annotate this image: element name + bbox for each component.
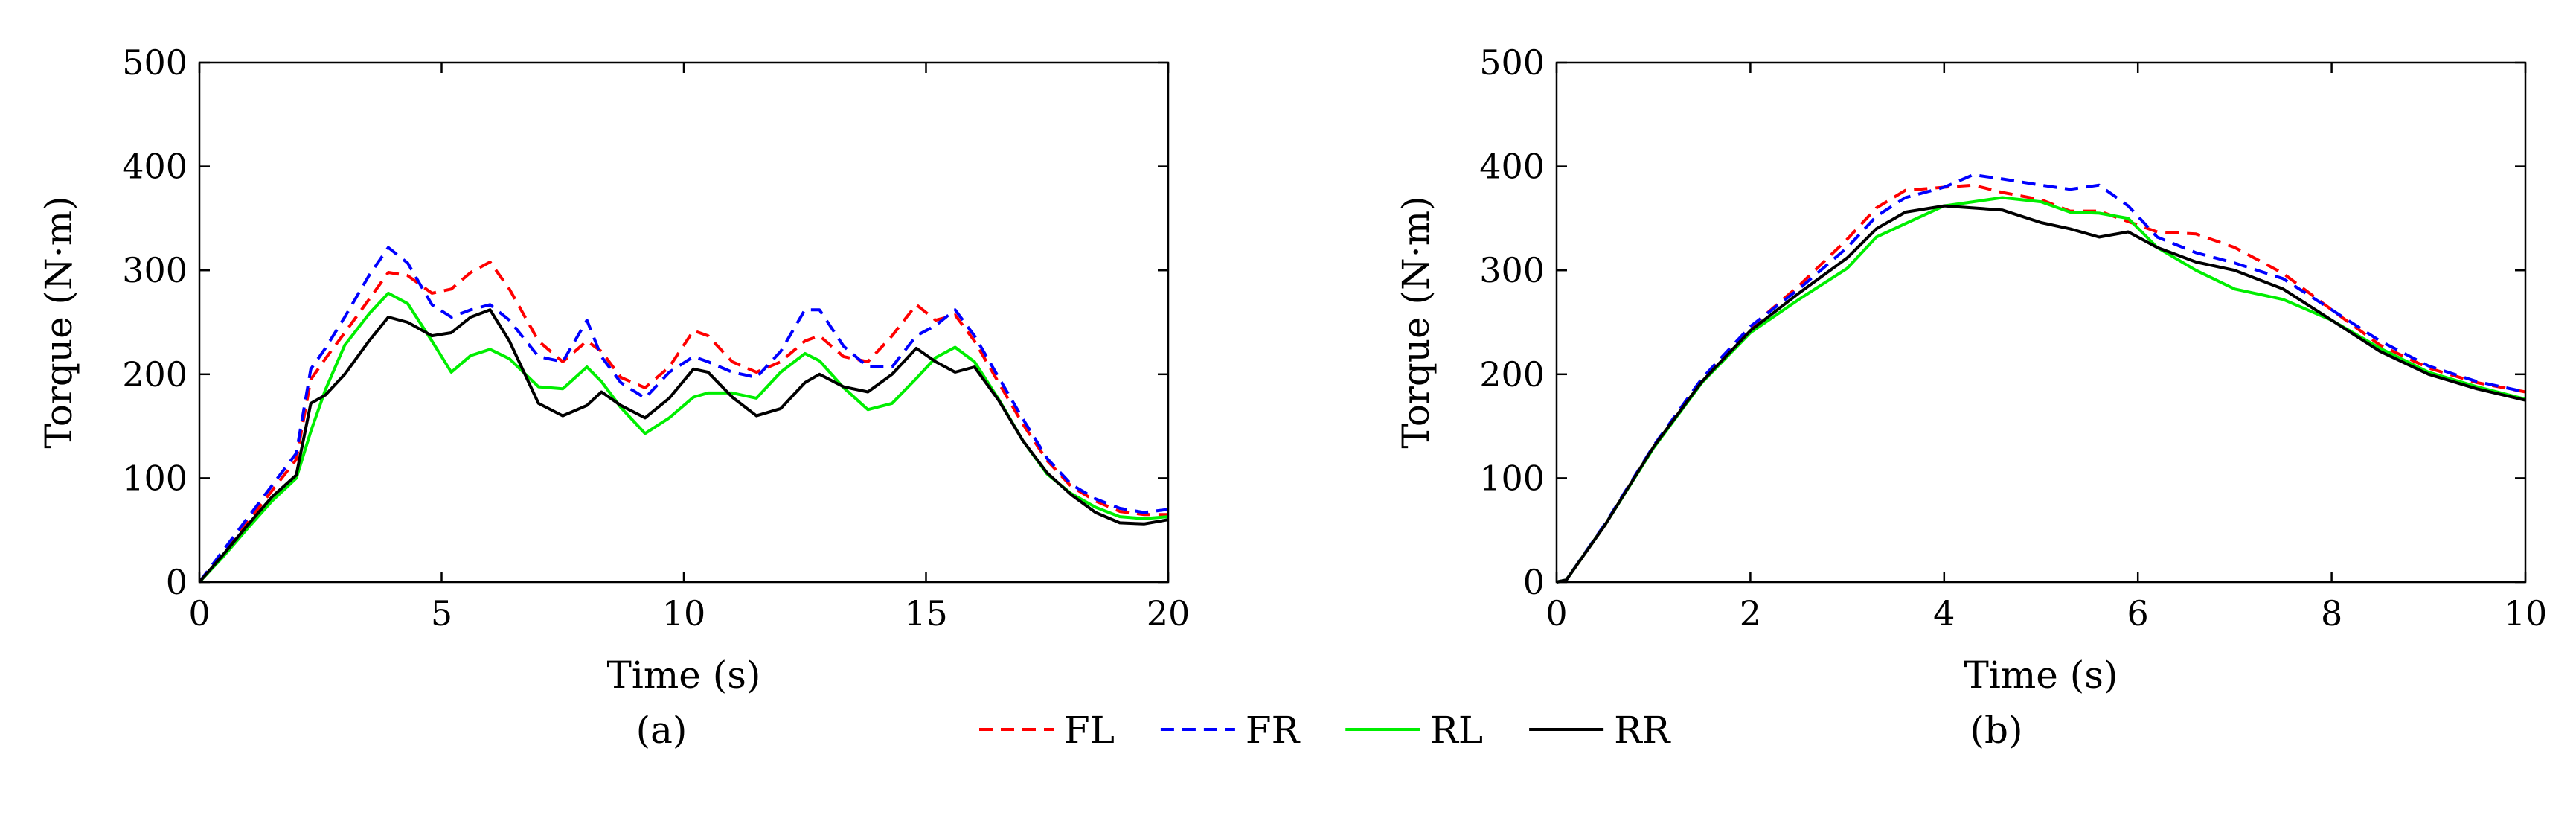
y-tick-label: 100 (1479, 458, 1545, 498)
series-line-rl (198, 291, 1169, 584)
series-line-rl (1556, 196, 2526, 584)
x-tick-label: 10 (2504, 593, 2548, 633)
y-tick-label: 300 (1479, 250, 1545, 290)
x-tick-label: 8 (2321, 593, 2342, 633)
x-tick-label: 2 (1740, 593, 1761, 633)
legend-label: RL (1430, 709, 1483, 752)
x-tick-label: 6 (2127, 593, 2149, 633)
legend-entry-rr: RR (1529, 709, 1671, 752)
y-tick-label: 300 (122, 250, 188, 290)
series-line-fr (1556, 173, 2526, 584)
y-tick-label: 0 (1523, 562, 1545, 602)
y-tick-label: 200 (1479, 354, 1545, 395)
x-axis-label: Time (s) (1964, 654, 2118, 697)
legend-entry-fl: FL (979, 709, 1115, 752)
panel-label: (a) (636, 709, 688, 752)
plot-frame (1555, 61, 2527, 584)
y-tick-label: 100 (122, 458, 188, 498)
series-line-rr (1556, 204, 2526, 584)
x-tick-label: 20 (1147, 593, 1191, 633)
y-axis-label: Torque (N·m) (37, 196, 80, 448)
series-line-fr (198, 246, 1169, 584)
panel-label: (b) (1970, 709, 2022, 752)
x-tick-label: 10 (662, 593, 706, 633)
x-tick-label: 4 (1933, 593, 1955, 633)
legend-label: FL (1064, 709, 1115, 752)
series-line-fl (198, 261, 1168, 584)
x-axis-label: Time (s) (607, 654, 761, 697)
y-tick-label: 400 (122, 147, 188, 187)
x-tick-label: 0 (1545, 593, 1567, 633)
y-axis-label: Torque (N·m) (1394, 196, 1438, 448)
legend-entry-rl: RL (1345, 709, 1483, 752)
legend-entry-fr: FR (1160, 709, 1301, 752)
y-tick-label: 500 (122, 42, 188, 83)
y-tick-label: 0 (166, 562, 188, 602)
x-tick-label: 0 (188, 593, 210, 633)
series-line-rr (198, 308, 1169, 584)
y-tick-label: 400 (1479, 147, 1545, 187)
legend: FL FR RL RR (979, 709, 1671, 752)
plot-frame (198, 61, 1170, 584)
series-group (1556, 173, 2526, 584)
x-tick-label: 15 (904, 593, 948, 633)
x-tick-label: 5 (431, 593, 452, 633)
y-tick-label: 500 (1479, 42, 1545, 83)
series-group (198, 246, 1169, 584)
legend-label: RR (1614, 709, 1671, 752)
y-tick-label: 200 (122, 354, 188, 395)
legend-label: FR (1246, 709, 1301, 752)
